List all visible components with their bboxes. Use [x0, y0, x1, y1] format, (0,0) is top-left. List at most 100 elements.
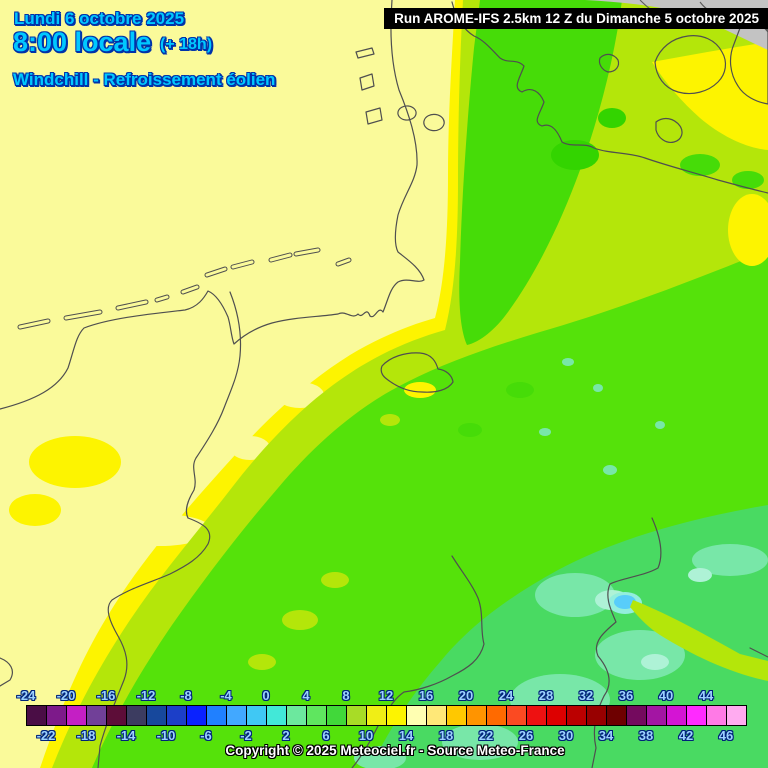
legend-value-top: 20 [458, 688, 474, 703]
region-deepgreen-patch [598, 108, 626, 128]
region-pale-pocket [108, 514, 212, 546]
legend-value-top: 12 [378, 688, 394, 703]
island-northfrisian [355, 47, 375, 59]
model-run-banner: Run AROME-IFS 2.5km 12 Z du Dimanche 5 o… [384, 8, 768, 29]
legend-value-top: -16 [96, 688, 116, 703]
legend-value-bottom: 46 [718, 728, 734, 743]
legend-value-top: 4 [302, 688, 310, 703]
border-right-edge [749, 647, 768, 658]
island-wadden-fill [269, 253, 292, 262]
mint-patch [442, 724, 518, 760]
island-wadden-fill [181, 285, 199, 294]
legend-cell [486, 705, 507, 726]
legend-cell [386, 705, 407, 726]
legend-value-bottom: 14 [398, 728, 414, 743]
legend-cell [466, 705, 487, 726]
legend-value-bottom: -10 [156, 728, 176, 743]
island-wadden-fill [64, 310, 102, 320]
legend-cell [286, 705, 307, 726]
legend-cell [626, 705, 647, 726]
legend-value-top: 8 [342, 688, 350, 703]
region-pale-pocket [276, 382, 324, 408]
legend-cell [406, 705, 427, 726]
pale-mint-patch [641, 654, 669, 670]
parameter-title: Windchill - Refroissement éolien [13, 70, 276, 89]
lagoon-loop [423, 113, 445, 132]
border-left-edge [0, 657, 13, 687]
legend-value-bottom: -18 [76, 728, 96, 743]
legend-cell [106, 705, 127, 726]
speckle [380, 414, 400, 426]
legend-value-top: 28 [538, 688, 554, 703]
region-yellow-streak-edge [728, 194, 768, 266]
region-deepgreen-patch [551, 140, 599, 170]
legend-value-bottom: 18 [438, 728, 454, 743]
legend-cell [546, 705, 567, 726]
speckle [506, 382, 534, 398]
legend-cell [226, 705, 247, 726]
legend-cell [426, 705, 447, 726]
legend-cell [146, 705, 167, 726]
pale-mint-patch [688, 568, 712, 582]
legend-cell [126, 705, 147, 726]
legend-value-bottom: -22 [36, 728, 56, 743]
legend-value-bottom: 2 [282, 728, 290, 743]
region-outline-loop [380, 352, 454, 393]
region-yellow-streak [652, 42, 768, 150]
legend-cell [566, 705, 587, 726]
legend-value-bottom: 10 [358, 728, 374, 743]
mint-patch [603, 465, 617, 475]
legend-value-bottom: 30 [558, 728, 574, 743]
speckle [282, 610, 318, 630]
legend-value-top: 36 [618, 688, 634, 703]
island-wadden-fill [231, 260, 254, 269]
border-be [97, 517, 211, 768]
mint-patch [593, 384, 603, 392]
island-fyn [654, 35, 727, 95]
forecast-offset-label: (+ 18h) [160, 36, 213, 53]
ridge-band-fill [630, 600, 768, 681]
legend-value-bottom: 38 [638, 728, 654, 743]
island-wadden-fill [205, 267, 227, 277]
legend-value-top: -8 [180, 688, 192, 703]
island-northfrisian [359, 73, 375, 91]
border-cz-east [591, 517, 662, 768]
local-time-label: 8:00 locale [13, 27, 152, 57]
cold-spot-cyan [614, 595, 636, 609]
island-wadden-fill [18, 319, 50, 329]
island-northfrisian [365, 107, 383, 125]
region-yellow-pocket [29, 436, 121, 488]
legend-cell [186, 705, 207, 726]
legend-cell [366, 705, 387, 726]
legend-cell [706, 705, 727, 726]
legend-cell [326, 705, 347, 726]
legend-value-top: -4 [220, 688, 232, 703]
date-label: Lundi 6 octobre 2025 [14, 9, 185, 28]
legend-cell [666, 705, 687, 726]
copyright-label: Copyright © 2025 Meteociel.fr - Source M… [225, 743, 565, 758]
legend-value-top: 16 [418, 688, 434, 703]
region-deepgreen-patch [680, 154, 720, 176]
region-pale-fill [0, 0, 420, 413]
region-emerald-fill [370, 505, 768, 768]
mint-patch [539, 428, 551, 436]
legend-value-bottom: -2 [240, 728, 252, 743]
legend-cell [726, 705, 747, 726]
legend-value-top: -24 [16, 688, 36, 703]
legend-cell [306, 705, 327, 726]
legend-value-bottom: -14 [116, 728, 136, 743]
legend-cell [66, 705, 87, 726]
island-als [598, 53, 620, 73]
border-nl-de [185, 291, 242, 519]
mint-patch [655, 421, 665, 429]
speckle [458, 423, 482, 437]
legend-cell [526, 705, 547, 726]
island-small [655, 117, 683, 143]
legend-value-bottom: 26 [518, 728, 534, 743]
legend-cell [446, 705, 467, 726]
legend-value-bottom: 34 [598, 728, 614, 743]
legend-cell [246, 705, 267, 726]
legend-value-bottom: 22 [478, 728, 494, 743]
legend-cell [506, 705, 527, 726]
